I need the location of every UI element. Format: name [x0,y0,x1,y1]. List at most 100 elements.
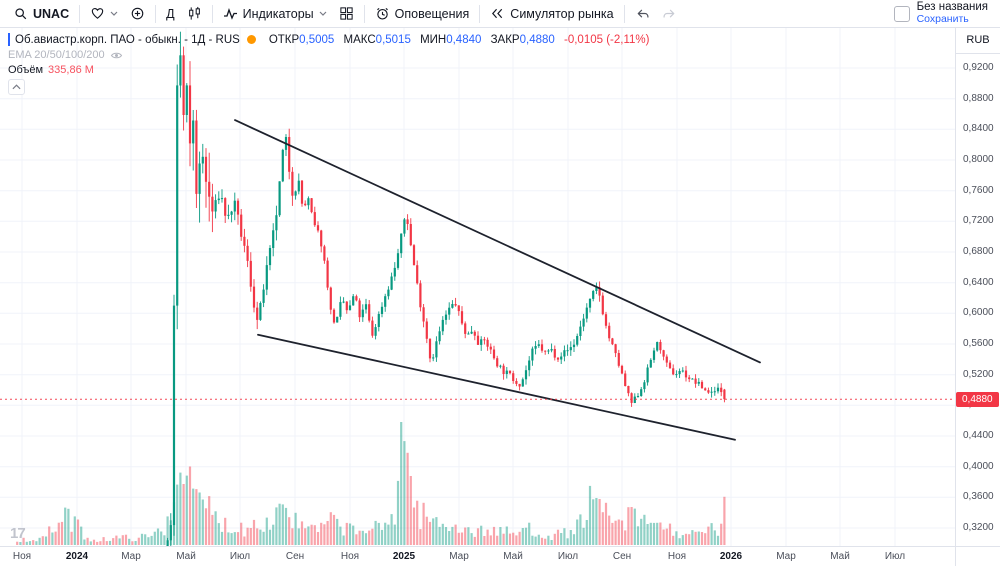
search-icon [15,7,27,19]
candlestick-icon [188,6,200,20]
undo-icon [637,9,649,18]
volume-label: Объём [8,64,44,76]
ema-label: EMA 20/50/100/200 [8,49,105,61]
time-axis-label: 2025 [392,551,416,562]
high-label: МАКС [343,33,376,46]
replay-icon [492,8,503,19]
high-value: 0,5015 [375,33,411,46]
save-link[interactable]: Сохранить [916,13,969,26]
interval-button[interactable]: Д [160,2,180,26]
undo-button[interactable] [629,2,656,26]
save-status-icon[interactable] [893,5,910,22]
volume-legend-row[interactable]: Объём 335,86 М [8,64,649,76]
time-axis-label: Мар [449,551,469,562]
volume-bars [16,422,726,545]
eye-icon[interactable] [110,50,123,61]
toolbar-right-group: Без названия Сохранить [893,1,992,26]
currency-button[interactable]: RUB [956,28,1000,54]
redo-button[interactable] [656,2,683,26]
price-axis-label: 0,4400 [963,430,994,441]
redo-icon [663,9,674,18]
top-toolbar: UNAC Д [0,0,1000,28]
price-axis-label: 0,7200 [963,215,994,227]
time-axis-label: Июл [229,551,251,562]
alerts-label: Оповещения [394,6,470,21]
close-label: ЗАКР [490,33,520,46]
layout-button[interactable] [333,2,360,26]
workspace: Об.авиастр.корп. ПАО - обыкн. - 1Д - RUS… [0,28,1000,566]
price-axis-label: 0,8400 [963,123,994,135]
time-axis-label: 2026 [719,551,743,562]
symbol-title: Об.авиастр.корп. ПАО - обыкн. - 1Д - RUS [15,33,240,46]
price-axis-label: 0,7600 [963,184,994,196]
symbol-legend-row[interactable]: Об.авиастр.корп. ПАО - обыкн. - 1Д - RUS… [8,33,649,46]
series-marker [8,33,10,46]
divider [79,4,81,23]
replay-button[interactable]: Симулятор рынка [484,2,619,26]
time-axis-label: Июл [557,551,579,562]
close-value: 0,4880 [519,33,555,46]
drawings [0,119,955,441]
grid-layout-icon [340,7,353,20]
time-axis-label: Ноя [340,551,360,562]
indicators-label: Индикаторы [242,6,314,21]
indicators-button[interactable]: Индикаторы [217,2,333,26]
ema-legend-row[interactable]: EMA 20/50/100/200 [8,49,649,61]
chevron-up-icon [12,84,21,90]
alarm-clock-icon [376,7,388,20]
open-label: ОТКР [268,33,300,46]
divider [363,4,365,23]
low-label: МИН [420,33,447,46]
tradingview-logo[interactable]: 17 [10,525,26,542]
price-axis-label: 0,6000 [963,307,994,319]
price-axis-label: 0,3200 [963,522,994,533]
price-axis-label: 0,8000 [963,154,994,165]
time-axis[interactable]: Ноя 2024 Мар Май Июл Сен Ноя 2025 Мар Май Июл Сен Но… [0,546,955,566]
indicators-icon [223,7,237,20]
chart-svg [0,28,955,546]
replay-label: Симулятор рынка [510,6,614,21]
price-axis-label: 0,3600 [963,491,994,503]
time-axis-label: Июл [884,551,906,562]
chart-canvas[interactable]: Об.авиастр.корп. ПАО - обыкн. - 1Д - RUS… [0,28,955,546]
current-price-tag: 0,4880 [956,391,999,407]
volume-value: 335,86 М [48,64,94,76]
open-value: 0,5005 [299,33,335,46]
time-axis-label: Май [176,551,196,562]
change-value: -0,0105 (-2,11%) [564,33,650,46]
compare-button[interactable] [124,2,151,26]
divider [479,4,481,23]
symbol-search-button[interactable]: UNAC [8,2,75,26]
plus-circle-icon [131,7,144,20]
price-axis[interactable]: RUB 0,9200 0,8800 0,8400 0,8000 0,7600 0,7200… [955,28,1000,546]
alerts-button[interactable]: Оповещения [369,2,476,26]
candles [166,31,726,546]
layout-title[interactable]: Без названия [916,1,988,14]
time-axis-label: Сен [612,551,632,562]
chart-legend: Об.авиастр.корп. ПАО - обыкн. - 1Д - RUS… [8,33,649,98]
session-status-icon [246,35,256,44]
legend-collapse-button[interactable] [8,79,25,95]
divider [211,4,213,23]
divider [155,4,157,23]
chevron-down-icon [319,11,327,16]
time-axis-label: Мар [776,551,796,562]
time-axis-label: Мар [121,551,141,562]
time-axis-label: Ноя [12,551,32,562]
time-axis-label: 2024 [65,551,89,562]
time-axis-label: Май [503,551,523,562]
price-axis-label: 0,5200 [963,368,994,380]
axis-corner [955,546,1000,566]
price-axis-label: 0,5600 [963,338,994,349]
favorites-button[interactable] [84,2,124,26]
low-value: 0,4840 [446,33,482,46]
time-axis-label: Сен [285,551,305,562]
price-axis-label: 0,9200 [963,62,994,73]
time-axis-label: Май [830,551,850,562]
time-axis-label: Ноя [667,551,687,562]
symbol-label: UNAC [33,6,70,21]
chart-type-button[interactable] [181,2,208,26]
interval-label: Д [166,6,175,21]
heart-icon [91,8,104,19]
